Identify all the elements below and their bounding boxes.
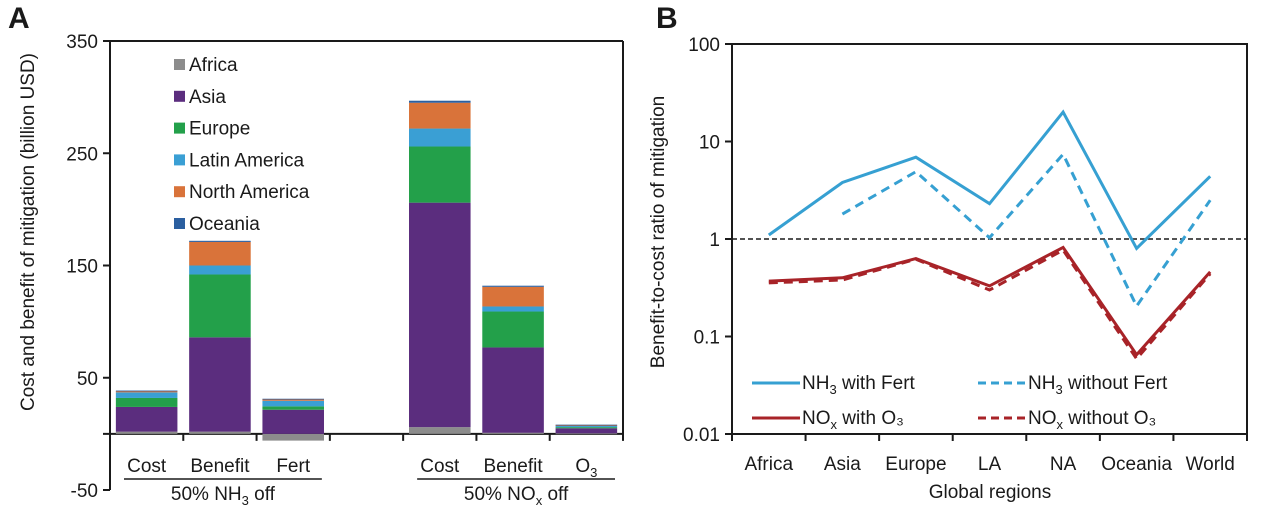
bar-segment-north-america — [262, 399, 324, 401]
bar-segment-africa — [115, 431, 178, 434]
legend-swatch-oceania — [174, 218, 185, 229]
panel-b-legend: NH3 with Fert NH3 without Fert NOx with O₃… — [752, 373, 1168, 432]
legend-label: NOx without O₃ — [1028, 408, 1156, 432]
bar-segment-north-america — [189, 241, 251, 266]
panel-a-y-tick-label: 50 — [77, 369, 98, 390]
panel-b-y-axis-label: Benefit-to-cost ratio of mitigation — [648, 96, 669, 368]
legend-swatch-latin-america — [174, 154, 185, 166]
panel-a-y-tick-label: 250 — [66, 144, 98, 165]
panel-a-bars — [115, 100, 618, 441]
bar-segment-north-america — [409, 102, 471, 129]
bar-segment-oceania — [115, 390, 178, 392]
bar-segment-africa — [262, 433, 324, 441]
bar-segment-north-america — [482, 286, 544, 307]
bar-segment-asia — [409, 202, 471, 428]
bar-segment-africa — [409, 427, 471, 434]
panel-b-y-tick-label: 0.1 — [694, 328, 720, 349]
panel-b-category-label: LA — [978, 454, 1002, 475]
panel-b-x-axis-label: Global regions — [929, 482, 1052, 503]
panel-a-group-label: 50% NH3 off — [171, 484, 276, 508]
series-line-nox-without-o- — [768, 248, 1212, 362]
panel-b-lines — [767, 109, 1212, 362]
panel-a-y-tick-label: -50 — [71, 481, 98, 502]
legend-label: North America — [189, 182, 310, 203]
panel-b-y-tick-label: 100 — [688, 35, 720, 56]
bar-segment-asia — [189, 337, 251, 432]
panel-b-chart: 100 10 1 0.1 0.01 Africa Asia Europe LA NA Oceani… — [648, 35, 1248, 503]
panel-a-x-labels: Cost Benefit Fert Cost Benefit O3 50% NH3 off 5… — [124, 456, 615, 508]
legend-swatch-asia — [174, 90, 185, 102]
panel-a-category-label: Fert — [276, 456, 311, 477]
bar-segment-asia — [115, 406, 178, 432]
bar-segment-latin-america — [115, 392, 178, 398]
bar-segment-europe — [189, 274, 251, 338]
panel-a-y-tick-label: 150 — [66, 257, 98, 278]
series-line-nh3-without-fert — [841, 151, 1212, 310]
panel-b-category-label: Africa — [744, 454, 793, 475]
legend-swatch-europe — [174, 122, 185, 134]
bar-segment-europe — [262, 406, 324, 410]
bar-segment-asia — [262, 409, 324, 434]
panel-a-group-label: 50% NOx off — [464, 484, 569, 508]
bar-segment-europe — [409, 146, 471, 203]
panel-a-y-ticks: 350 250 150 50 -50 — [66, 32, 110, 502]
panel-b-label: B — [656, 2, 678, 35]
legend-label: Africa — [189, 55, 238, 76]
panel-a-label: A — [8, 2, 30, 35]
bar-segment-oceania — [482, 285, 544, 287]
bar-segment-oceania — [409, 100, 471, 103]
panel-b-y-tick-label: 1 — [709, 230, 720, 251]
legend-label: Latin America — [189, 150, 305, 171]
bar-segment-latin-america — [262, 400, 324, 407]
bar-segment-europe — [482, 311, 544, 348]
bar-segment-latin-america — [482, 306, 544, 312]
bar-segment-europe — [555, 427, 618, 429]
bar-segment-europe — [115, 397, 178, 407]
panel-b-category-label: Oceania — [1101, 454, 1172, 475]
legend-label: Asia — [189, 87, 226, 108]
legend-label: Oceania — [189, 214, 260, 235]
panel-b-category-label: Asia — [824, 454, 861, 475]
legend-swatch-africa — [174, 59, 185, 70]
panel-a-chart: 350 250 150 50 -50 Cost Benefit Fert Cost Benefi… — [18, 32, 624, 508]
legend-label: NH3 without Fert — [1028, 373, 1168, 397]
series-line-nox-with-o- — [768, 245, 1212, 358]
bar-segment-oceania — [262, 398, 324, 400]
panel-b-y-tick-label: 0.01 — [683, 425, 720, 446]
panel-b-category-label: NA — [1050, 454, 1077, 475]
panel-a-category-label: Cost — [127, 456, 167, 477]
panel-a-category-label: Benefit — [483, 456, 543, 477]
panel-b-category-label: Europe — [885, 454, 946, 475]
panel-b-x-labels: Africa Asia Europe LA NA Oceania World — [744, 454, 1234, 475]
panel-a-category-label: O3 — [575, 456, 597, 480]
bar-segment-africa — [555, 433, 618, 435]
panel-b-y-ticks: 100 10 1 0.1 0.01 — [683, 35, 732, 446]
bar-segment-latin-america — [409, 128, 471, 147]
legend-label: Europe — [189, 119, 250, 140]
bar-segment-latin-america — [189, 265, 251, 275]
panel-a-legend: Africa Asia Europe Latin America North Ameri… — [174, 55, 310, 235]
legend-label: NH3 with Fert — [802, 373, 916, 397]
panel-b-category-label: World — [1186, 454, 1235, 475]
legend-label: NOx with O₃ — [802, 408, 904, 432]
bar-segment-africa — [482, 432, 544, 434]
bar-segment-asia — [482, 347, 544, 433]
bar-segment-asia — [555, 428, 618, 434]
bar-segment-latin-america — [555, 426, 618, 428]
panel-a-category-label: Cost — [420, 456, 460, 477]
bar-segment-oceania — [555, 424, 618, 426]
panel-a-y-axis-label: Cost and benefit of mitigation (billion … — [18, 53, 39, 411]
panel-b-y-tick-label: 10 — [699, 133, 720, 154]
legend-swatch-north-america — [174, 186, 185, 198]
panel-a-y-tick-label: 350 — [66, 32, 98, 53]
panel-a-category-label: Benefit — [190, 456, 250, 477]
bar-segment-oceania — [189, 240, 251, 242]
series-line-nh3-with-fert — [767, 109, 1212, 251]
panel-a-frame — [109, 40, 624, 490]
bar-segment-north-america — [115, 390, 178, 393]
bar-segment-africa — [189, 431, 251, 434]
